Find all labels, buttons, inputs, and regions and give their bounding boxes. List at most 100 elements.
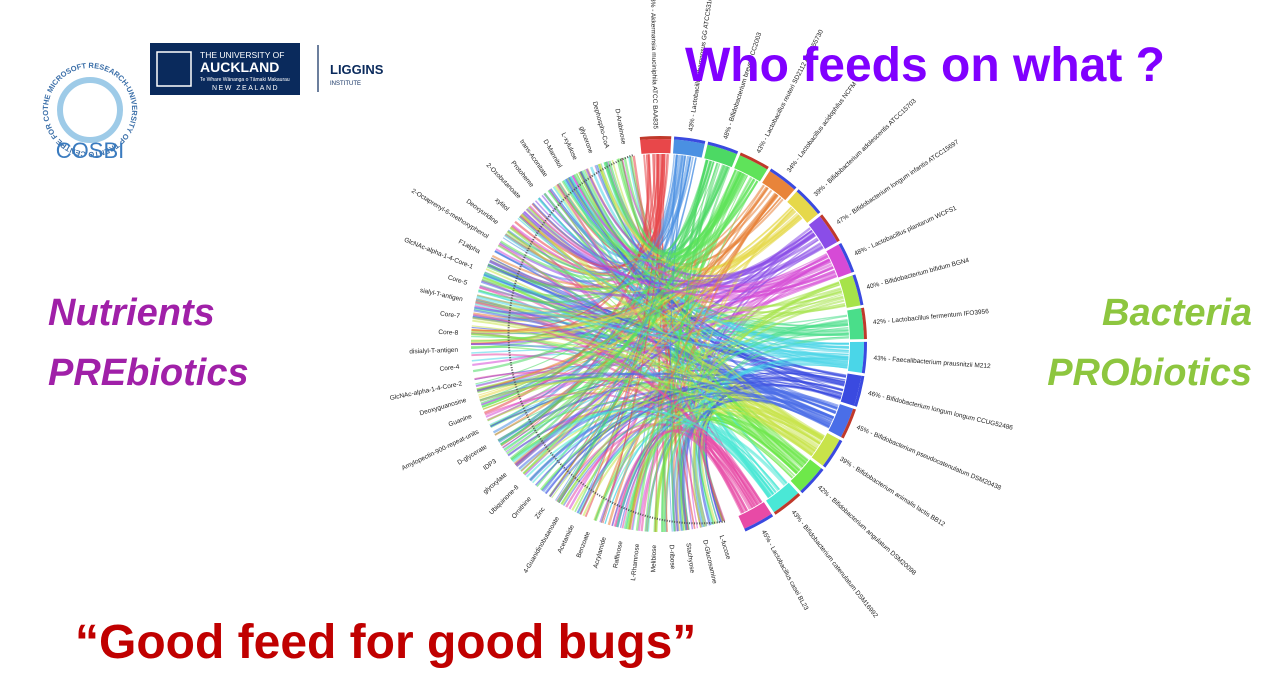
- chord: [548, 185, 765, 497]
- bacterium-arc: [808, 216, 838, 249]
- chord: [671, 163, 721, 532]
- chord: [532, 415, 770, 498]
- chord: [500, 400, 793, 479]
- chord: [548, 189, 801, 470]
- auckland-crest: [156, 51, 192, 87]
- chord: [471, 325, 822, 443]
- bacterium-arc: [790, 459, 822, 492]
- bacterium-arc: [673, 139, 705, 158]
- nutrient-label: L-fucose: [718, 535, 732, 561]
- chord: [579, 154, 660, 515]
- chord: [476, 372, 830, 428]
- bacterium-arc: [828, 404, 854, 438]
- bacterium-arc-edge: [861, 307, 867, 340]
- chords: [470, 153, 850, 532]
- chord: [541, 382, 842, 492]
- right-label-1: Bacteria: [1102, 292, 1252, 334]
- bacterium-label: 45% - Lactobacillus casei BL23: [760, 529, 810, 612]
- footer-quote: “Good feed for good bugs”: [75, 616, 697, 669]
- nutrient-label: Core-7: [440, 310, 461, 320]
- nutrient-label: Stachyose: [684, 543, 695, 574]
- chord: [613, 430, 745, 527]
- chord: [563, 394, 833, 506]
- chord: [615, 318, 848, 528]
- chord: [487, 264, 846, 384]
- slide-title: Who feeds on what ?: [685, 39, 1165, 92]
- chord: [635, 173, 745, 531]
- nutrient-label: D-glycerate: [456, 443, 488, 466]
- nutrient-label: D-Mannitol: [541, 138, 563, 169]
- chord: [619, 157, 709, 252]
- nutrient-label: Core-5: [447, 274, 468, 287]
- chord: [628, 193, 778, 530]
- nutrient-ring: [507, 153, 726, 525]
- nutrient-label: Amylopectin-900-repeat-units: [401, 428, 481, 472]
- liggins-line1: LIGGINS: [330, 62, 384, 77]
- chord: [512, 408, 775, 495]
- cosbi-logo: THE MICROSOFT RESEARCH-UNIVERSITY OF TRE…: [0, 0, 139, 163]
- bacterium-arc-edge: [796, 189, 821, 215]
- nutrient-label: D-Glucosamine: [701, 539, 718, 585]
- bacterium-label: 42% - Lactobacillus fermentum IFO3956: [873, 308, 990, 326]
- bacterium-arc: [839, 275, 861, 308]
- chord: [571, 174, 829, 287]
- chord: [482, 281, 840, 410]
- nutrient-label: D-ribose: [668, 545, 676, 570]
- nutrient-label: glyoxylate: [482, 471, 509, 495]
- left-label-1: Nutrients: [48, 292, 215, 334]
- bacterium-label: 40% - Bifidobacterium bifidum BGN4: [866, 257, 970, 291]
- chord: [509, 165, 727, 460]
- bacterium-arc: [734, 155, 768, 182]
- chord: [604, 353, 849, 524]
- bacterium-arc-edge: [838, 242, 855, 273]
- chord: [507, 178, 755, 278]
- chord: [476, 295, 848, 367]
- chord: [669, 155, 686, 532]
- chord: [529, 205, 836, 297]
- nutrient-label: D-Arabinose: [613, 108, 626, 145]
- nutrient-label: Core-4: [439, 364, 460, 373]
- nutrient-label: Core-8: [438, 329, 459, 337]
- nutrient-label: IDP3: [482, 458, 498, 472]
- liggins-line2: INSTITUTE: [330, 81, 361, 87]
- bacterium-arc-edge: [854, 375, 865, 407]
- chord: [487, 387, 817, 450]
- auckland-logo: THE UNIVERSITY OF AUCKLAND Te Whare Wāna…: [150, 43, 384, 95]
- bacterium-arc-edge: [852, 274, 864, 306]
- bacterium-arc-edge: [861, 341, 867, 374]
- nutrient-label: xylitol: [493, 197, 510, 213]
- chord: [517, 217, 848, 365]
- nutrient-label: sialyl-T-antigen: [419, 287, 464, 303]
- nutrient-label: Melibiose: [650, 544, 658, 572]
- chord: [692, 282, 840, 528]
- bacterium-label: 46% - Bifidobacterium longum longum CCUG…: [867, 390, 1014, 432]
- bacterium-arc-edge: [840, 408, 857, 439]
- chord: [605, 161, 741, 256]
- nutrient-label: L-xylulose: [560, 132, 579, 162]
- chord: [474, 154, 682, 315]
- chord: [523, 208, 794, 475]
- bacterium-arc-edge: [739, 152, 769, 170]
- auckland-line4: NEW ZEALAND: [212, 85, 279, 92]
- nutrient-label: Dephospho-CoA: [591, 101, 611, 150]
- chord: [563, 179, 776, 494]
- chord: [558, 156, 691, 258]
- bacterium-arc: [704, 144, 738, 168]
- nutrient-label: Ornithine: [511, 495, 534, 520]
- nutrient-label: 2-Octaprenyl-6-methoxyphenol: [410, 188, 490, 241]
- chord: [478, 216, 803, 399]
- chord: [472, 319, 813, 457]
- right-label-2: PRObiotics: [1047, 352, 1252, 394]
- bacterium-arc-edge: [819, 214, 840, 242]
- chord: [664, 419, 799, 532]
- nutrient-label: Acetamide: [556, 523, 576, 554]
- bacterium-arc-edge: [769, 168, 797, 190]
- chord: [697, 427, 755, 521]
- chord: [582, 407, 817, 517]
- cosbi-mark: [57, 77, 123, 143]
- chord: [600, 154, 664, 523]
- bacterium-label: 48% - Lactobacillus plantarum WCFS1: [853, 205, 958, 258]
- chord: [561, 180, 759, 264]
